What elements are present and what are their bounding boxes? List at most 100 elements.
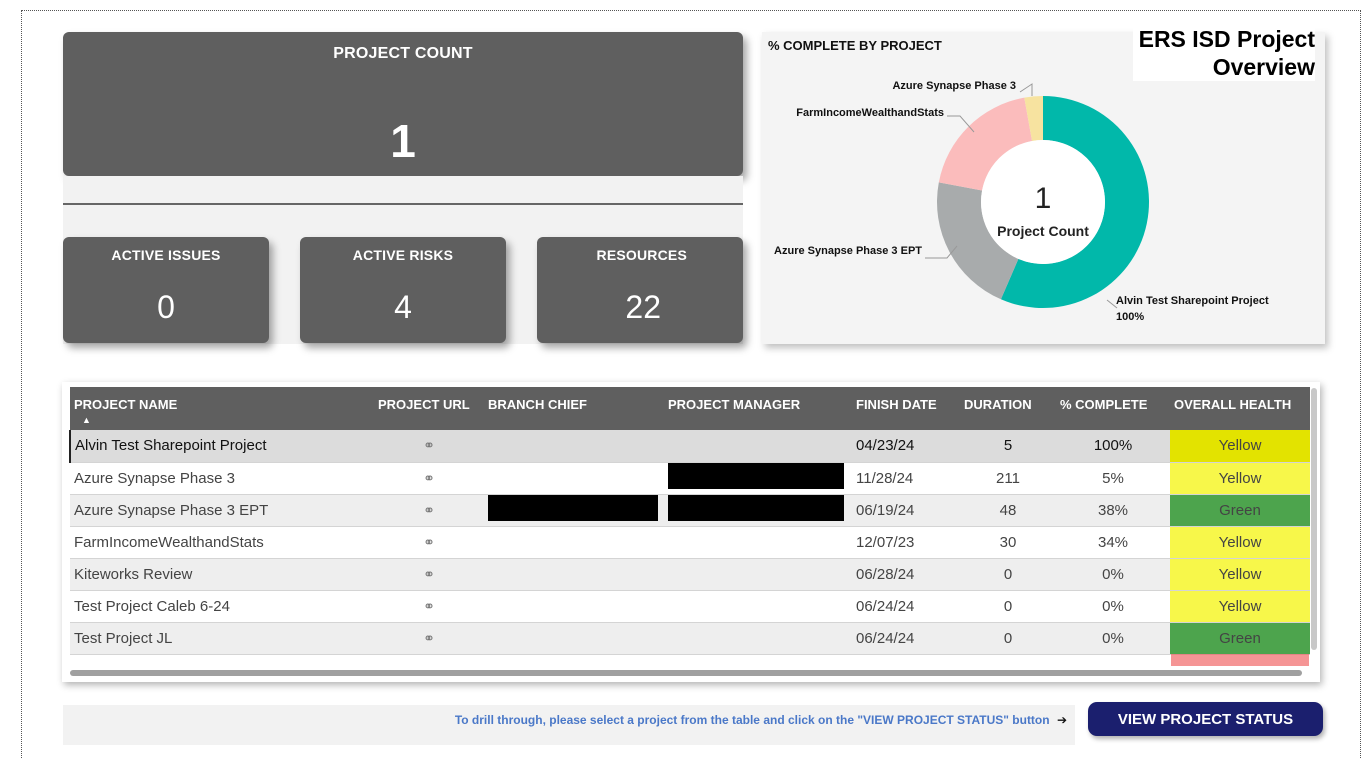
cell-branch-chief [484,526,664,559]
drill-through-note: To drill through, please select a projec… [455,713,1067,727]
link-icon[interactable]: ⚭ [423,629,435,646]
redacted-block [668,463,844,489]
cell-finish-date: 12/07/23 [852,526,960,559]
link-icon[interactable]: ⚭ [423,437,435,454]
cell-percent-complete: 0% [1056,590,1170,623]
cell-finish-date: 06/19/24 [852,494,960,527]
cell-project-name[interactable]: Test Project Caleb 6-24 [70,590,374,623]
project-count-card: PROJECT COUNT 1 [63,32,743,176]
cell-project-url[interactable]: ⚭ [374,590,484,623]
cell-project-url[interactable]: ⚭ [374,462,484,495]
cell-project-name[interactable]: Kiteworks Review [70,558,374,591]
redacted-block [668,495,844,521]
col-branch-chief[interactable]: BRANCH CHIEF [484,387,664,430]
cell-project-url[interactable]: ⚭ [374,526,484,559]
active-issues-label: ACTIVE ISSUES [111,247,221,263]
project-count-label: PROJECT COUNT [333,45,473,62]
cell-project-manager [664,558,852,591]
projects-table: PROJECT NAME ▲ PROJECT URL BRANCH CHIEF P… [69,387,1310,655]
active-risks-label: ACTIVE RISKS [352,247,454,263]
donut-slice-farmincomewealthandstats[interactable] [938,97,1033,191]
cell-branch-chief [484,430,664,463]
cell-health: Green [1170,622,1310,655]
active-issues-card: ACTIVE ISSUES 0 [63,237,269,343]
cell-branch-chief [484,494,664,527]
table-row[interactable]: Azure Synapse Phase 3 EPT ⚭ 06/19/24 48 … [70,494,1310,527]
link-icon[interactable]: ⚭ [423,597,435,614]
donut-chart-title: % COMPLETE BY PROJECT [768,38,942,53]
footer-band: To drill through, please select a projec… [63,705,1075,745]
slice-label-alvin: Alvin Test Sharepoint Project [1116,295,1269,307]
cell-duration: 30 [960,526,1056,559]
cell-finish-date: 11/28/24 [852,462,960,495]
col-percent-complete[interactable]: % COMPLETE [1056,387,1170,430]
donut-slice-alvin-test-sharepoint-project[interactable] [1000,96,1149,308]
resources-value: 22 [625,289,661,325]
cell-branch-chief [484,590,664,623]
report-title: ERS ISD Project Overview [1132,26,1315,82]
col-project-manager[interactable]: PROJECT MANAGER [664,387,852,430]
col-finish-date[interactable]: FINISH DATE [852,387,960,430]
report-title-line-1: ERS ISD Project [1138,26,1315,52]
col-overall-health[interactable]: OVERALL HEALTH [1170,387,1310,430]
partial-table-row [69,652,1309,666]
donut-chart-panel[interactable]: % COMPLETE BY PROJECT 1 Project Count Az… [762,26,1325,344]
report-canvas [21,10,1361,758]
link-icon[interactable]: ⚭ [423,469,435,486]
table-row[interactable]: Test Project Caleb 6-24 ⚭ 06/24/24 0 0% … [70,590,1310,623]
donut-hole [981,140,1105,264]
table-row[interactable]: Azure Synapse Phase 3 ⚭ 11/28/24 211 5% … [70,462,1310,495]
cell-project-name[interactable]: Azure Synapse Phase 3 EPT [70,494,374,527]
cell-project-name[interactable]: FarmIncomeWealthandStats [70,526,374,559]
leader-line-alvin [1106,299,1118,309]
cell-project-manager [664,590,852,623]
link-icon[interactable]: ⚭ [423,501,435,518]
cell-duration: 0 [960,590,1056,623]
cell-project-url[interactable]: ⚭ [374,622,484,655]
cell-project-name[interactable]: Test Project JL [70,622,374,655]
cell-project-url[interactable]: ⚭ [374,494,484,527]
table-row[interactable]: FarmIncomeWealthandStats ⚭ 12/07/23 30 3… [70,526,1310,559]
col-duration[interactable]: DURATION [960,387,1056,430]
table-row[interactable]: Kiteworks Review ⚭ 06/28/24 0 0% Yellow [70,558,1310,591]
donut-slice-azure-synapse-phase-3[interactable] [1024,96,1043,141]
cell-percent-complete: 0% [1056,622,1170,655]
projects-table-panel: PROJECT NAME ▲ PROJECT URL BRANCH CHIEF P… [62,382,1320,682]
sort-ascending-icon[interactable]: ▲ [82,415,91,425]
vertical-scrollbar[interactable] [1311,388,1317,650]
link-icon[interactable]: ⚭ [423,533,435,550]
cell-finish-date: 04/23/24 [852,430,960,463]
donut-slice-azure-synapse-phase-3-ept[interactable] [937,182,1019,300]
report-title-line-2: Overview [1212,53,1315,80]
horizontal-scrollbar[interactable] [70,670,1302,676]
cell-duration: 5 [960,430,1056,463]
table-row[interactable]: Alvin Test Sharepoint Project ⚭ 04/23/24… [69,430,1310,463]
view-project-status-button[interactable]: VIEW PROJECT STATUS [1088,702,1323,736]
cell-project-manager [664,462,852,495]
cell-project-name[interactable]: Azure Synapse Phase 3 [70,462,374,495]
kpi-divider [63,203,743,205]
cell-duration: 0 [960,558,1056,591]
cell-project-name[interactable]: Alvin Test Sharepoint Project [69,430,374,463]
cell-project-url[interactable]: ⚭ [374,558,484,591]
cell-finish-date: 06/28/24 [852,558,960,591]
slice-label-azure-synapse: Azure Synapse Phase 3 [892,80,1016,92]
cell-branch-chief [484,462,664,495]
col-project-name[interactable]: PROJECT NAME ▲ [70,387,374,430]
cell-percent-complete: 0% [1056,558,1170,591]
table-row[interactable]: Test Project JL ⚭ 06/24/24 0 0% Green [70,622,1310,655]
link-icon[interactable]: ⚭ [423,565,435,582]
project-count-value: 1 [390,115,416,167]
donut-chart[interactable]: 1 Project Count Azure Synapse Phase 3 Fa… [762,32,1325,344]
cell-health: Yellow [1170,462,1310,495]
arrow-right-icon: ➔ [1056,713,1067,727]
cell-project-manager [664,622,852,655]
cell-duration: 0 [960,622,1056,655]
cell-percent-complete: 38% [1056,494,1170,527]
cell-health: Yellow [1170,590,1310,623]
col-project-url[interactable]: PROJECT URL [374,387,484,430]
slice-label-azure-ept: Azure Synapse Phase 3 EPT [774,245,922,257]
cell-project-manager [664,526,852,559]
slice-label-farm-income: FarmIncomeWealthandStats [796,107,944,119]
cell-project-url[interactable]: ⚭ [374,430,484,463]
